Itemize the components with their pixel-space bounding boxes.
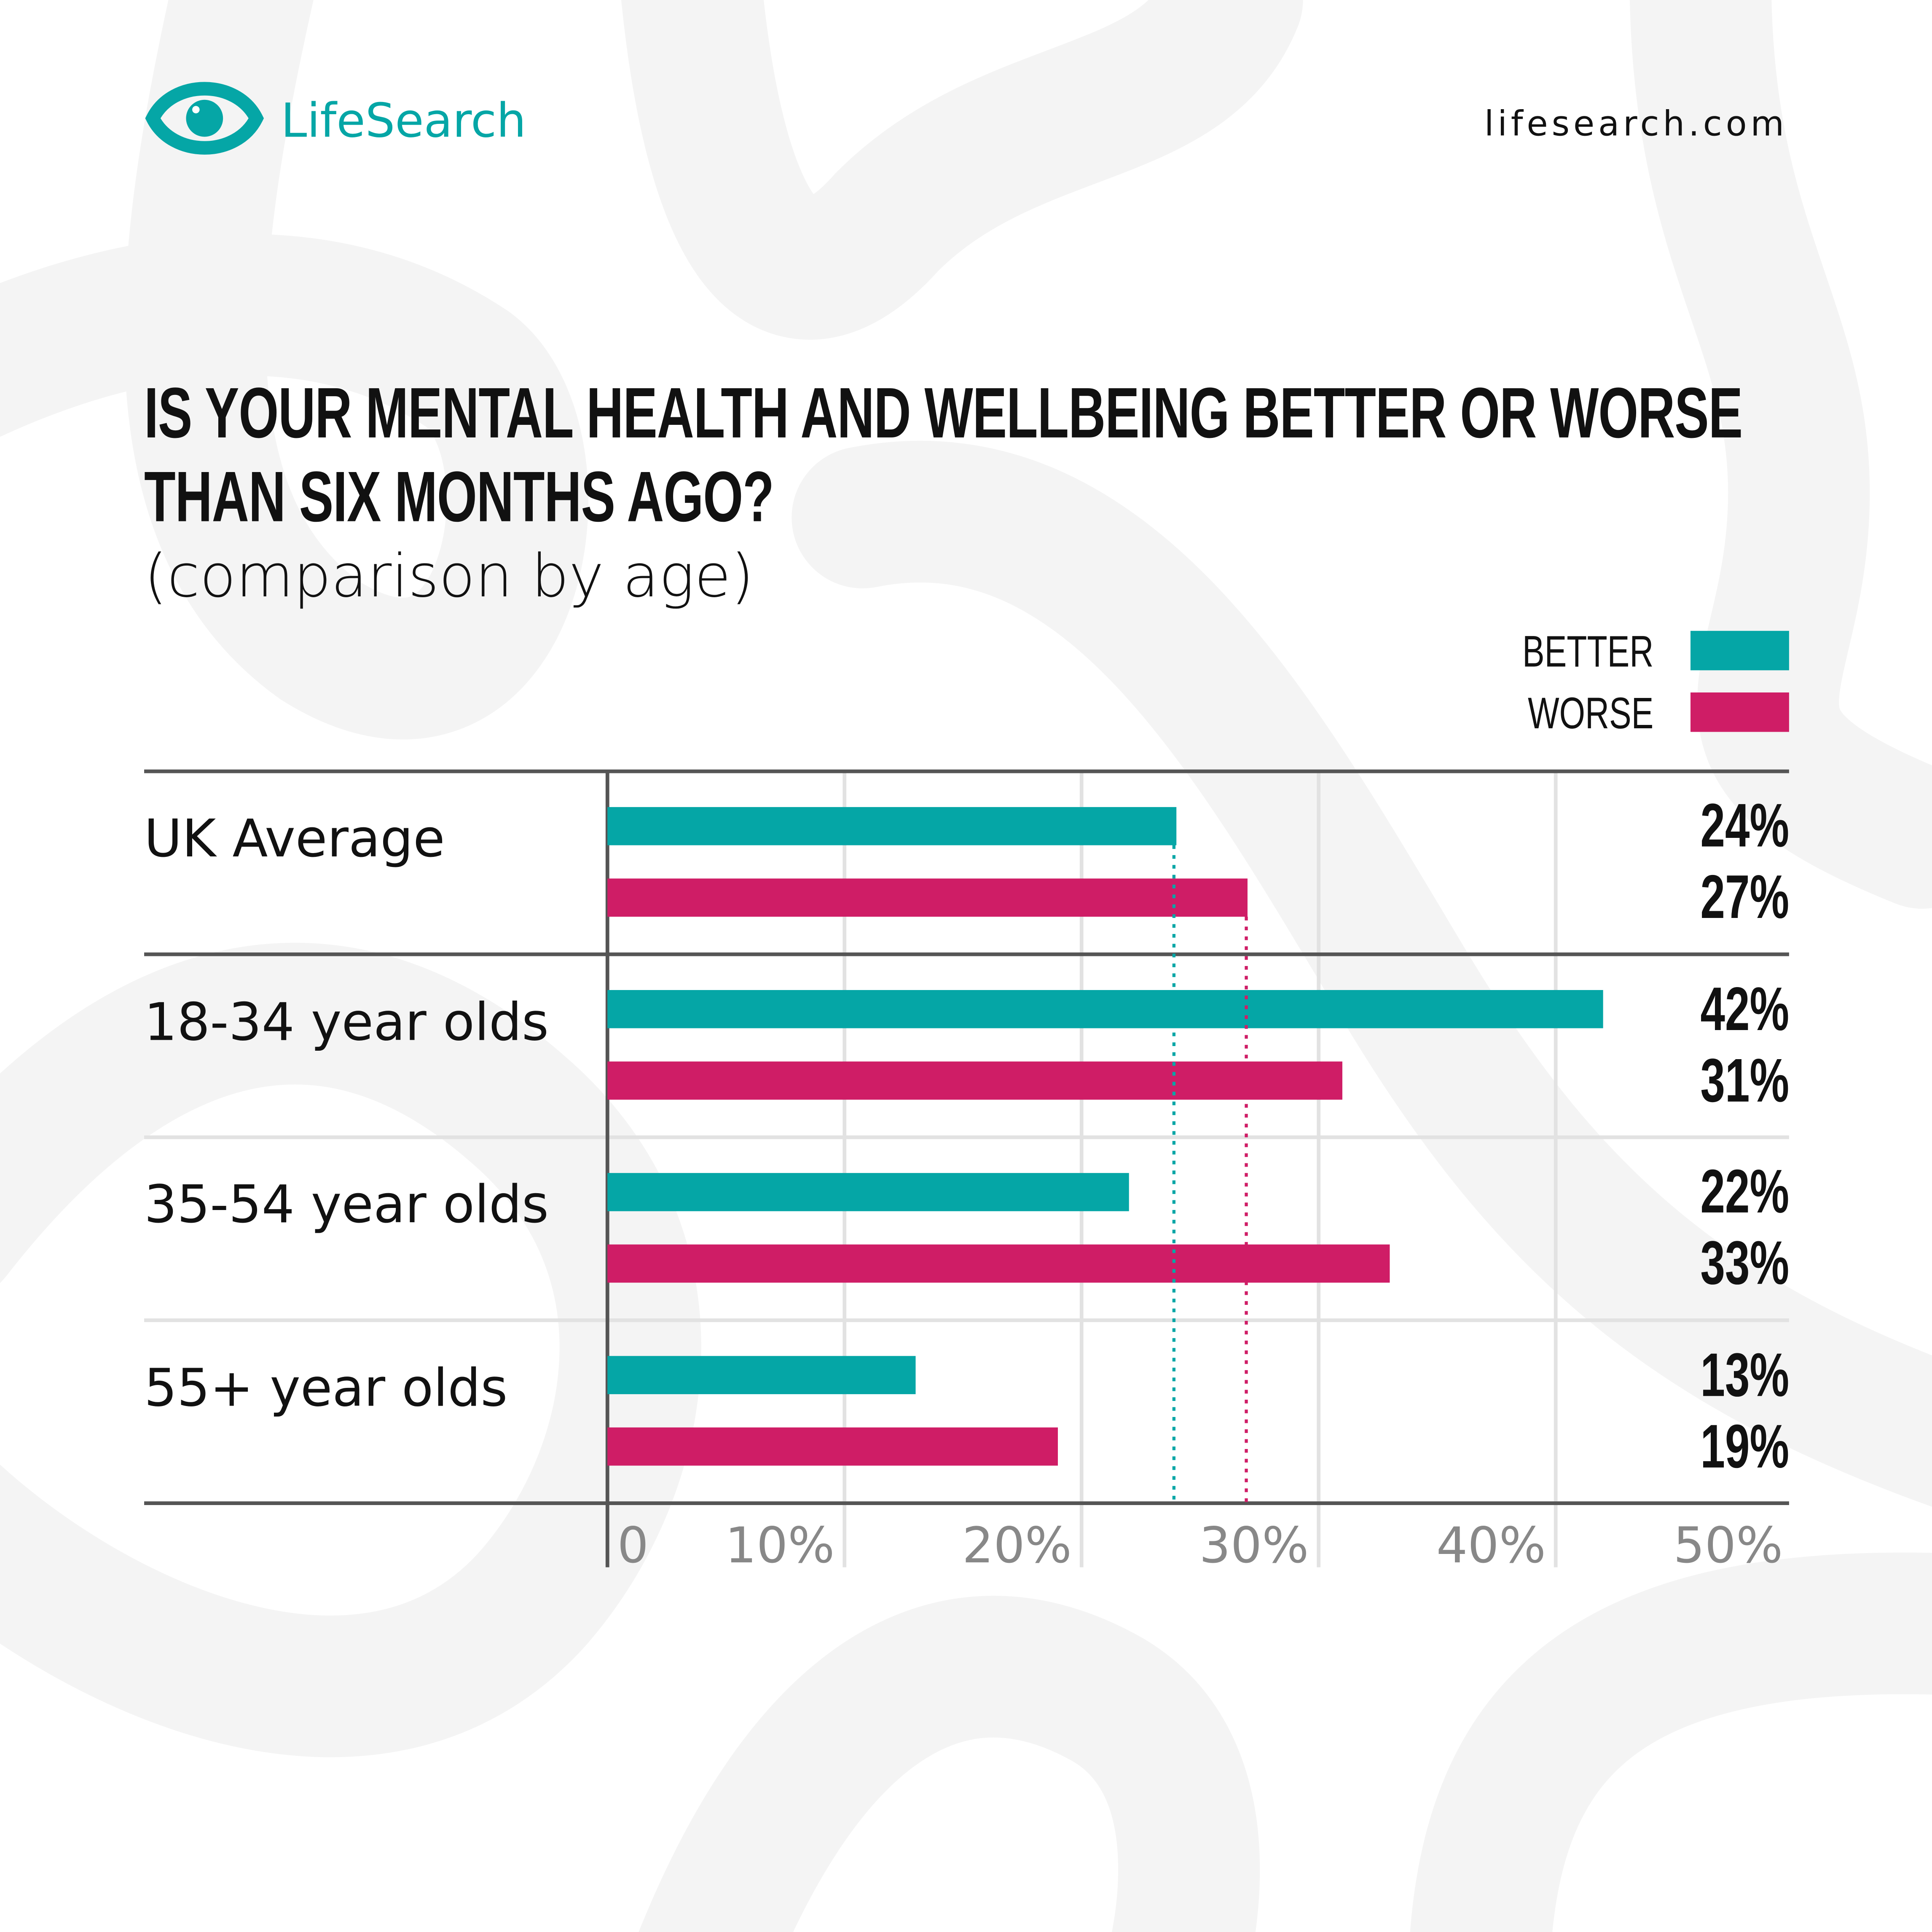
brand-name: LifeSearch (281, 94, 526, 148)
x-tick-label: 20% (962, 1518, 1072, 1575)
x-tick-label: 40% (1436, 1518, 1546, 1575)
value-label-worse: 19% (1700, 1411, 1789, 1481)
x-tick-label: 0 (617, 1518, 649, 1575)
website-url: lifesearch.com (1484, 103, 1788, 145)
category-label: 55+ year olds (144, 1357, 508, 1418)
x-tick-label: 30% (1199, 1518, 1309, 1575)
value-label-worse: 31% (1700, 1045, 1789, 1115)
legend-label-better: BETTER (1522, 626, 1654, 676)
bar-worse (607, 1427, 1058, 1466)
legend-label-worse: WORSE (1528, 687, 1654, 738)
value-label-better: 24% (1700, 791, 1789, 860)
legend-swatch-better (1690, 631, 1789, 671)
bar-better (607, 990, 1603, 1028)
bar-worse (607, 1244, 1390, 1283)
lifesearch-logo-icon (145, 82, 264, 155)
chart-subtitle: (comparison by age) (144, 542, 754, 612)
x-tick-label: 10% (725, 1518, 835, 1575)
legend-swatch-worse (1690, 692, 1789, 732)
bar-better (607, 1356, 916, 1394)
category-label: 35-54 year olds (144, 1174, 549, 1235)
x-tick-label: 50% (1673, 1518, 1783, 1575)
chart-title: IS YOUR MENTAL HEALTH AND WELLBEING BETT… (144, 373, 1743, 537)
bar-worse (607, 878, 1248, 917)
bar-worse (607, 1061, 1342, 1100)
value-label-better: 13% (1700, 1340, 1789, 1409)
value-label-better: 42% (1700, 974, 1789, 1043)
value-label-better: 22% (1700, 1157, 1789, 1226)
value-label-worse: 33% (1700, 1228, 1789, 1298)
bar-better (607, 807, 1177, 845)
value-label-worse: 27% (1700, 862, 1789, 932)
bar-better (607, 1173, 1129, 1211)
category-label: 18-34 year olds (144, 991, 549, 1052)
category-label: UK Average (144, 808, 445, 869)
